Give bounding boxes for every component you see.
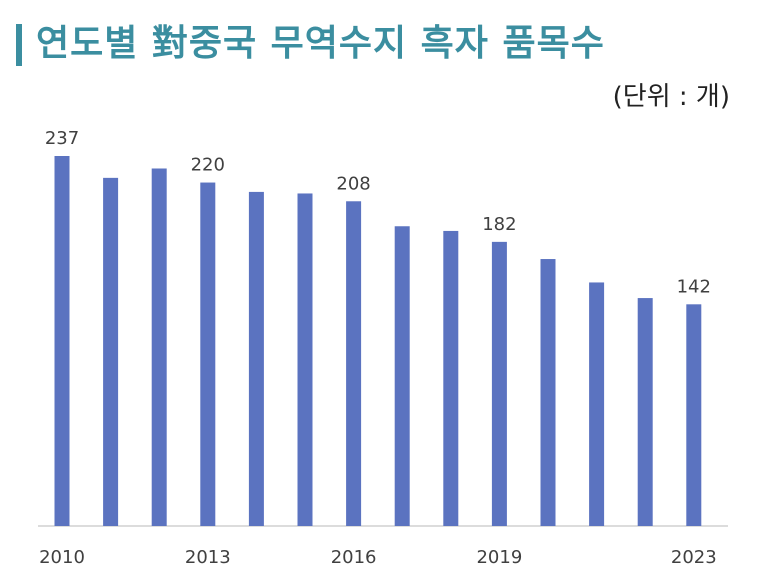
x-tick-2013: 2013	[185, 547, 231, 568]
title-accent-bar	[16, 24, 22, 66]
bar-2013	[200, 182, 216, 526]
x-tick-2019: 2019	[476, 547, 522, 568]
bar-2010	[54, 156, 70, 526]
bar-2015	[297, 193, 313, 526]
bar-2017	[394, 226, 410, 526]
bar-2018	[443, 230, 459, 526]
x-tick-2016: 2016	[331, 547, 377, 568]
x-tick-2023: 2023	[671, 547, 717, 568]
unit-label: (단위 : 개)	[612, 82, 730, 112]
data-label-2023: 142	[677, 276, 711, 297]
bar-2022	[637, 298, 653, 526]
bar-2016	[346, 201, 362, 526]
bar-2011	[103, 177, 119, 526]
bar-2012	[151, 168, 167, 527]
bar-2021	[589, 282, 605, 526]
data-label-2013: 220	[191, 155, 225, 176]
data-label-2010: 237	[45, 128, 79, 149]
bar-2014	[248, 191, 264, 526]
bar-2023	[686, 304, 702, 526]
data-label-2016: 208	[336, 173, 370, 194]
bar-2020	[540, 259, 556, 526]
bar-2019	[491, 241, 507, 526]
x-tick-2010: 2010	[39, 547, 85, 568]
data-label-2019: 182	[482, 214, 516, 235]
chart-title: 연도별 對중국 무역수지 흑자 품목수	[36, 23, 605, 64]
